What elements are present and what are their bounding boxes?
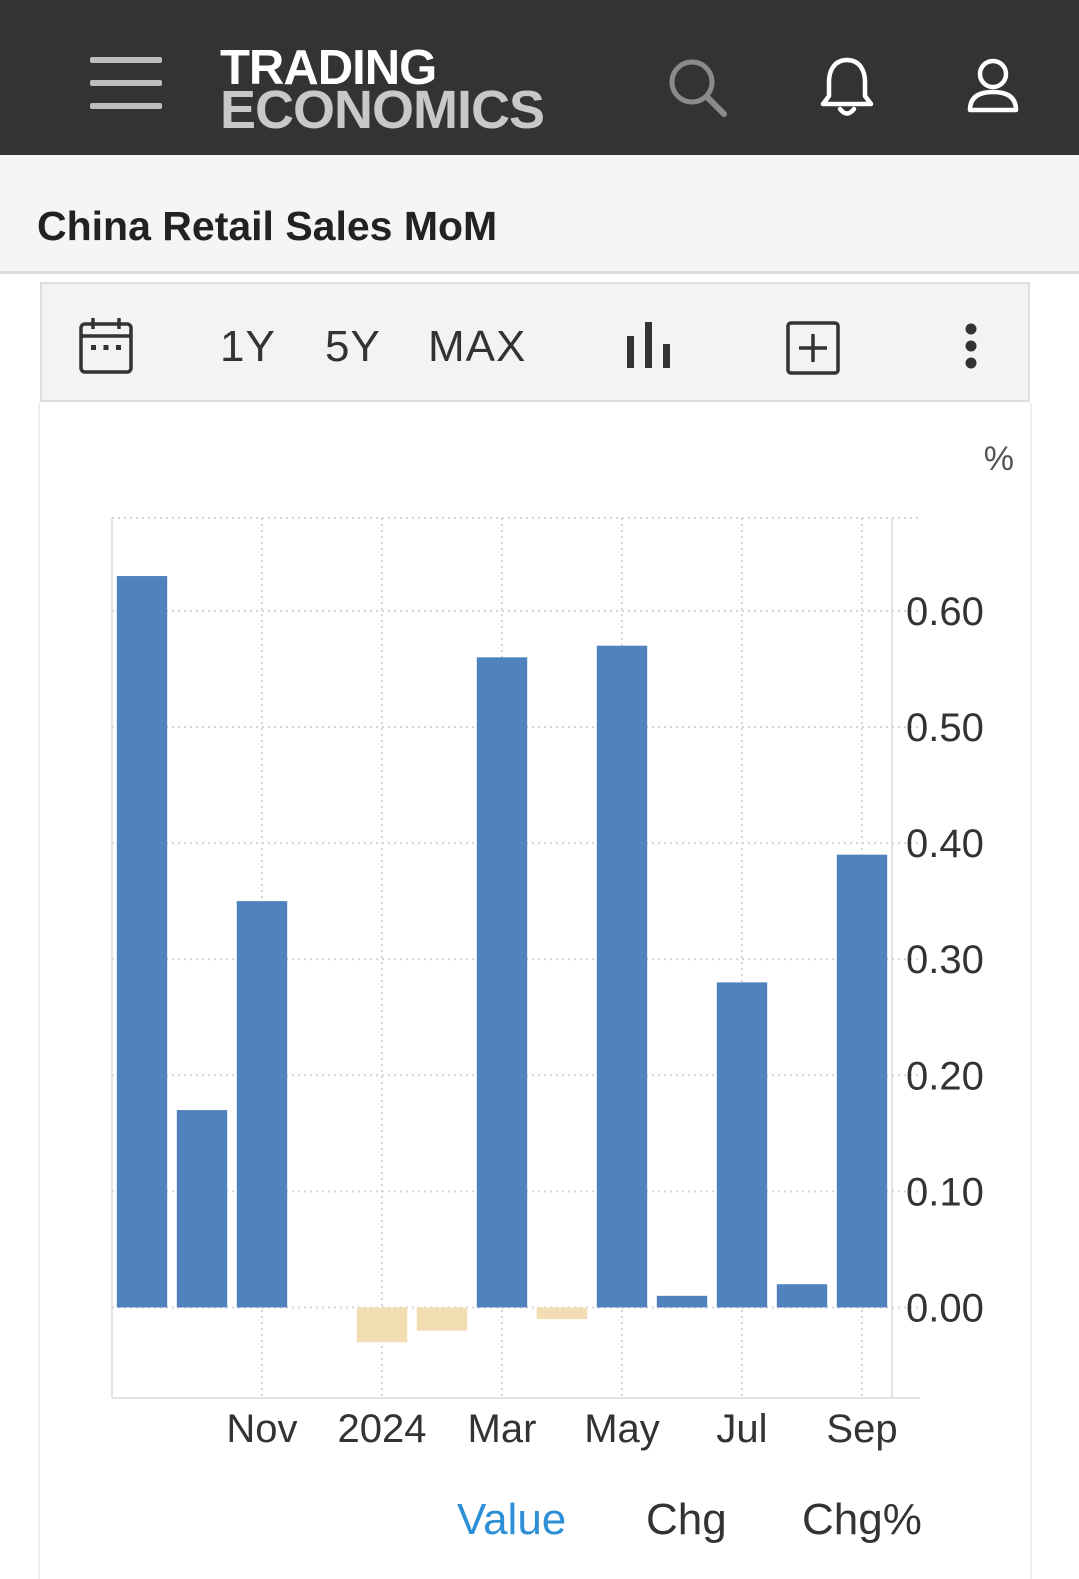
bell-icon[interactable]	[812, 52, 882, 122]
y-tick-label: 0.00	[906, 1286, 984, 1330]
chart-toolbar: 1Y 5Y MAX	[40, 282, 1030, 402]
bar-chart-icon[interactable]	[625, 320, 671, 370]
bar	[536, 1307, 588, 1320]
bar	[236, 901, 288, 1308]
bar	[176, 1110, 228, 1308]
hamburger-menu-icon[interactable]	[90, 55, 162, 115]
range-1y-button[interactable]: 1Y	[220, 322, 276, 371]
bar	[416, 1307, 468, 1331]
y-tick-label: 0.10	[906, 1170, 984, 1214]
x-tick-label: May	[584, 1407, 660, 1451]
page-title: China Retail Sales MoM	[37, 203, 498, 249]
calendar-icon[interactable]	[78, 316, 134, 376]
vertical-dots-icon[interactable]	[960, 322, 982, 372]
tab-chg[interactable]: Chg	[646, 1495, 727, 1544]
bar	[476, 657, 528, 1308]
y-tick-label: 0.20	[906, 1054, 984, 1098]
bar	[596, 645, 648, 1308]
x-tick-label: Sep	[826, 1407, 897, 1451]
bar	[836, 854, 888, 1308]
search-icon[interactable]	[664, 52, 734, 122]
tab-value[interactable]: Value	[457, 1495, 567, 1544]
bar	[716, 982, 768, 1308]
top-navigation-bar: TRADING ECONOMICS	[0, 0, 1079, 155]
bar-chart: 0.00 0.10 0.20 0.30 0.40 0.50 0.60 Nov 2024 Mar Ma…	[111, 440, 1014, 1451]
y-tick-label: 0.60	[906, 590, 984, 634]
plus-box-icon[interactable]	[785, 320, 841, 376]
y-tick-label: 0.40	[906, 822, 984, 866]
x-tick-label: Mar	[468, 1407, 537, 1451]
bar	[656, 1295, 708, 1308]
bar	[116, 576, 168, 1308]
bar	[776, 1284, 828, 1308]
x-tick-label: Nov	[226, 1407, 297, 1451]
chart-panel	[38, 403, 1032, 1579]
x-tick-label: 2024	[338, 1407, 427, 1451]
user-icon[interactable]	[958, 52, 1028, 122]
logo-line-1: TRADING	[220, 41, 437, 95]
bar	[356, 1307, 408, 1343]
trading-economics-logo[interactable]: TRADING ECONOMICS	[220, 41, 545, 140]
range-5y-button[interactable]: 5Y	[325, 322, 381, 371]
logo-line-2: ECONOMICS	[220, 80, 545, 140]
range-max-button[interactable]: MAX	[428, 322, 527, 371]
y-tick-label: 0.50	[906, 706, 984, 750]
x-tick-label: Jul	[716, 1407, 767, 1451]
tab-chg-percent[interactable]: Chg%	[802, 1495, 922, 1544]
title-bar: China Retail Sales MoM	[0, 155, 1079, 274]
unit-label: %	[984, 440, 1014, 478]
y-tick-label: 0.30	[906, 938, 984, 982]
